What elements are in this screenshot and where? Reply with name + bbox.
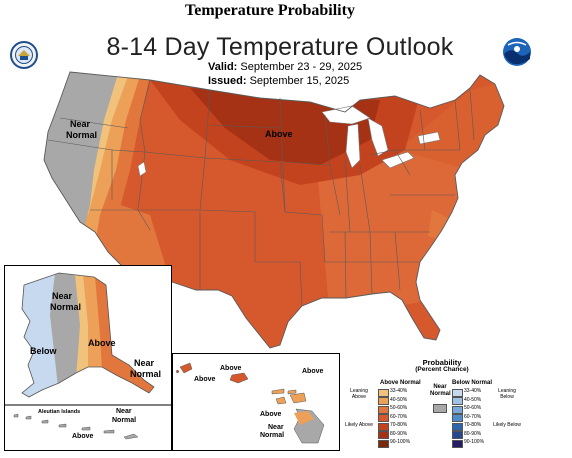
- above-header: Above Normal: [380, 380, 421, 386]
- above-bin-label: 70-80%: [390, 422, 408, 428]
- ak-normal-label: Normal: [50, 302, 81, 312]
- ak-near2-label: Near: [134, 358, 155, 368]
- legend: Probability (Percent Chance) Above Norma…: [344, 358, 566, 454]
- legend-subtitle: (Percent Chance): [415, 366, 469, 373]
- above-bin-row: 70-80%: [378, 422, 418, 431]
- ak-below-label: Below: [30, 346, 58, 356]
- above-bin-swatch: [378, 422, 389, 431]
- valid-label: Valid:: [208, 61, 238, 73]
- likely-below-label: Likely Below: [493, 422, 521, 428]
- hawaii-inset: Above Above Above Above Near Normal: [172, 353, 340, 451]
- below-bin-swatch: [452, 431, 463, 439]
- aleutian-island-chain: [13, 413, 139, 440]
- below-bin-swatch: [452, 397, 463, 405]
- above-bin-swatch: [378, 414, 389, 422]
- valid-line: Valid: September 23 - 29, 2025: [208, 61, 362, 73]
- below-bin-row: 40-50%: [452, 397, 492, 405]
- leaning-below-label: Leaning Below: [498, 388, 516, 400]
- hi-normal-label: Normal: [260, 432, 284, 439]
- conus-normal-label: Normal: [66, 130, 97, 140]
- below-bin-swatch: [452, 388, 463, 397]
- above-bin-label: 60-70%: [390, 413, 408, 420]
- aleutian-normal-label: Normal: [112, 417, 136, 424]
- ak-above-label: Above: [88, 338, 116, 348]
- below-bin-row: 33-40%: [452, 388, 492, 397]
- below-bin-label: 50-60%: [464, 405, 482, 411]
- above-bin-swatch: [378, 431, 389, 439]
- above-bin-row: 40-50%: [378, 397, 418, 405]
- below-bin-label: 40-50%: [464, 396, 482, 403]
- below-header: Below Normal: [452, 380, 493, 386]
- below-bin-row: 60-70%: [452, 414, 492, 422]
- below-bin-label: 90-100%: [464, 439, 485, 445]
- leaning-above-label: Leaning Above: [350, 388, 368, 400]
- below-bin-label: 60-70%: [464, 413, 482, 420]
- above-bin-row: 33-40%: [378, 388, 418, 397]
- below-bin-swatch: [452, 405, 463, 414]
- below-bin-swatch: [452, 439, 463, 448]
- page-title: Temperature Probability: [185, 2, 355, 19]
- ak-normal2-label: Normal: [130, 369, 161, 379]
- conus-above-label: Above: [265, 129, 293, 139]
- above-bin-label: 80-90%: [390, 430, 408, 437]
- alaska-inset: Near Normal Below Above Near Normal Aleu…: [4, 265, 172, 451]
- below-bin-row: 70-80%: [452, 422, 492, 431]
- above-bin-label: 33-40%: [390, 388, 408, 394]
- likely-above-label: Likely Above: [344, 422, 374, 428]
- legend-title: Probability: [422, 358, 462, 367]
- noaa-logo-icon: [503, 38, 531, 66]
- above-bin-swatch: [378, 397, 389, 405]
- conus-near-label: Near: [70, 119, 91, 129]
- above-bin-row: 60-70%: [378, 414, 418, 422]
- hi-near-label: Near: [268, 424, 284, 431]
- below-bin-label: 80-90%: [464, 430, 482, 437]
- below-bin-row: 80-90%: [452, 431, 492, 439]
- below-bin-row: 90-100%: [452, 439, 492, 448]
- ak-near-label: Near: [52, 291, 73, 301]
- below-bin-swatch: [452, 414, 463, 422]
- hi-above4-label: Above: [260, 411, 282, 418]
- below-bin-swatch: [452, 422, 463, 431]
- issued-line: Issued: September 15, 2025: [208, 75, 349, 87]
- issued-date: September 15, 2025: [249, 75, 350, 87]
- above-bin-label: 90-100%: [390, 439, 411, 445]
- aleutian-near-label: Near: [116, 408, 132, 415]
- below-bin-row: 50-60%: [452, 405, 492, 414]
- above-bin-swatch: [378, 388, 389, 397]
- near-normal-swatch: [433, 404, 447, 413]
- hi-above2-label: Above: [194, 376, 216, 383]
- great-lakes: [321, 105, 441, 169]
- aleutian-above-label: Above: [72, 433, 94, 440]
- above-bin-label: 40-50%: [390, 396, 408, 403]
- valid-dates: September 23 - 29, 2025: [240, 61, 363, 73]
- above-bin-row: 90-100%: [378, 439, 418, 448]
- aleutian-title: Aleutian Islands: [38, 409, 80, 415]
- near-normal-label: Near Normal: [430, 384, 451, 397]
- above-bin-swatch: [378, 439, 389, 448]
- noaa-seal-icon: [10, 41, 38, 69]
- above-bin-row: 50-60%: [378, 405, 418, 414]
- below-bin-label: 70-80%: [464, 422, 482, 428]
- issued-label: Issued:: [208, 75, 247, 87]
- above-bin-label: 50-60%: [390, 405, 408, 411]
- map-title: 8-14 Day Temperature Outlook: [106, 33, 454, 61]
- below-bin-label: 33-40%: [464, 388, 482, 394]
- hi-above3-label: Above: [302, 368, 324, 375]
- above-bin-row: 80-90%: [378, 431, 418, 439]
- hi-above1-label: Above: [220, 365, 242, 372]
- great-salt-lake: [137, 161, 147, 177]
- above-bin-swatch: [378, 405, 389, 414]
